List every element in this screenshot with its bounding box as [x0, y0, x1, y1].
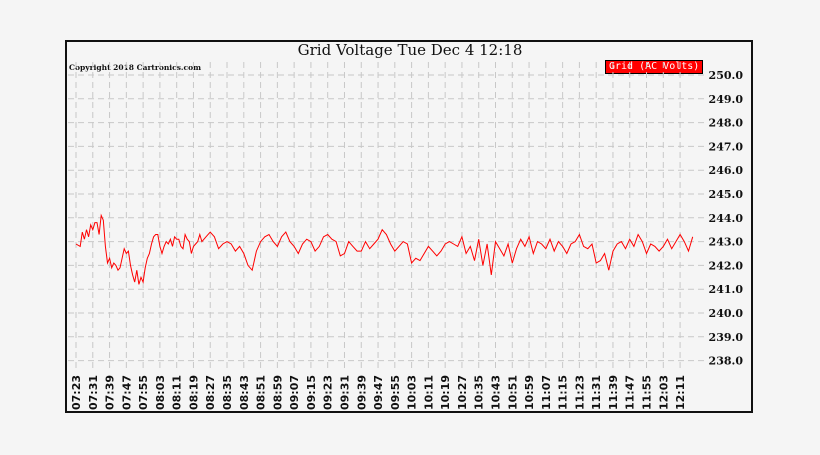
x-tick-label: 08:59: [271, 375, 284, 410]
x-tick-label: 11:15: [557, 375, 570, 410]
y-tick-label: 245.0: [709, 188, 744, 201]
x-tick-label: 10:59: [523, 375, 536, 410]
x-tick-label: 11:07: [540, 375, 553, 410]
x-tick-label: 08:27: [204, 375, 217, 410]
x-tick-label: 07:55: [137, 375, 150, 410]
x-tick-label: 08:51: [255, 375, 268, 410]
x-tick-label: 08:35: [221, 375, 234, 410]
x-tick-label: 08:43: [238, 375, 251, 410]
x-tick-label: 10:19: [439, 375, 452, 410]
y-tick-label: 247.0: [709, 140, 744, 153]
grid-lines: [68, 62, 705, 372]
chart-frame: [65, 40, 753, 413]
y-tick-label: 240.0: [709, 307, 744, 320]
x-tick-label: 11:47: [624, 375, 637, 410]
x-tick-label: 09:15: [305, 375, 318, 410]
y-tick-label: 239.0: [709, 331, 744, 344]
x-tick-label: 07:23: [70, 375, 83, 410]
x-tick-label: 10:51: [506, 375, 519, 410]
x-tick-label: 08:11: [171, 375, 184, 410]
x-tick-label: 12:03: [657, 375, 670, 410]
y-tick-label: 244.0: [709, 212, 744, 225]
x-tick-label: 10:35: [473, 375, 486, 410]
y-tick-label: 246.0: [709, 164, 744, 177]
x-tick-label: 09:23: [322, 375, 335, 410]
x-tick-label: 10:03: [406, 375, 419, 410]
x-tick-label: 09:31: [338, 375, 351, 410]
x-tick-label: 10:27: [456, 375, 469, 410]
x-tick-label: 11:55: [641, 375, 654, 410]
chart-title: Grid Voltage Tue Dec 4 12:18: [297, 41, 523, 59]
x-tick-label: 07:31: [87, 375, 100, 410]
x-tick-label: 09:55: [389, 375, 402, 410]
x-tick-label: 10:43: [490, 375, 503, 410]
copyright-text: Copyright 2018 Cartronics.com: [69, 63, 202, 72]
x-tick-label: 09:47: [372, 375, 385, 410]
y-tick-label: 242.0: [709, 259, 744, 272]
x-tick-label: 08:19: [187, 375, 200, 410]
y-tick-label: 238.0: [709, 355, 744, 368]
x-tick-label: 07:47: [120, 375, 133, 410]
y-tick-label: 241.0: [709, 283, 744, 296]
y-tick-label: 249.0: [709, 93, 744, 106]
x-axis-ticks: 07:23 07:31 07:39 07:47 07:55 08:03 08:11 08:19…: [70, 375, 687, 410]
x-tick-label: 07:39: [104, 375, 117, 410]
voltage-line: [75, 213, 694, 285]
x-tick-label: 11:39: [607, 375, 620, 410]
x-tick-label: 12:11: [674, 375, 687, 410]
y-tick-label: 250.0: [709, 69, 744, 82]
x-tick-label: 09:39: [355, 375, 368, 410]
x-tick-label: 11:23: [573, 375, 586, 410]
x-tick-label: 10:11: [422, 375, 435, 410]
y-tick-label: 248.0: [709, 117, 744, 130]
y-axis-ticks: 250.0 249.0 248.0 247.0 246.0 245.0 244.0 243.0…: [709, 69, 744, 368]
y-tick-label: 243.0: [709, 236, 744, 249]
x-tick-label: 11:31: [590, 375, 603, 410]
x-tick-label: 08:03: [154, 375, 167, 410]
x-tick-label: 09:07: [288, 375, 301, 410]
